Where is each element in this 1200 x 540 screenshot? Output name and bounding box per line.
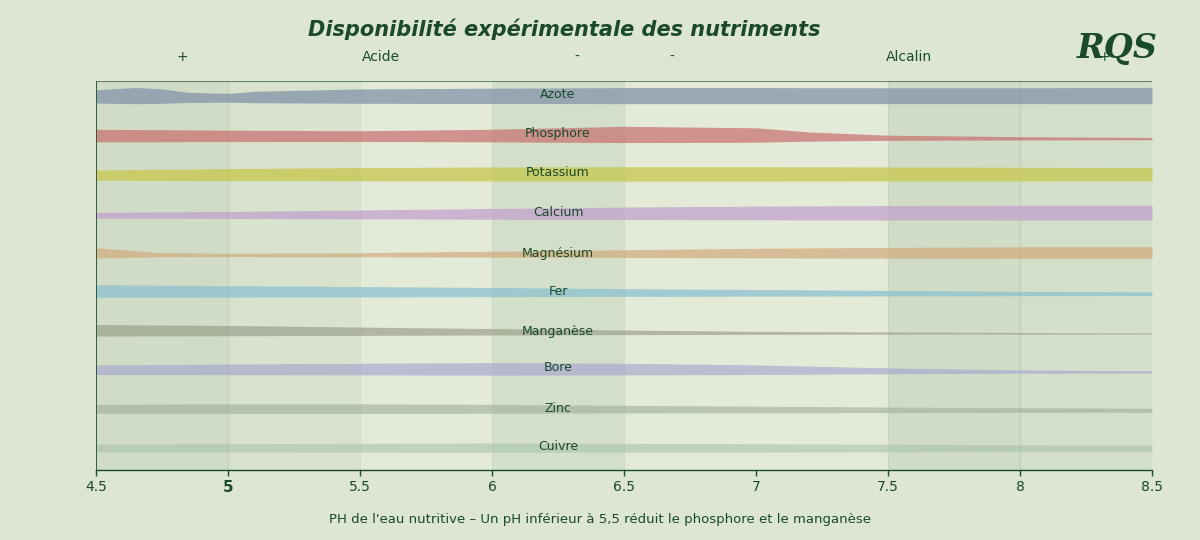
Text: Potassium: Potassium <box>526 166 590 179</box>
Text: Magnésium: Magnésium <box>522 247 594 260</box>
Text: +: + <box>176 50 188 64</box>
Text: Fer: Fer <box>548 285 568 298</box>
Text: Cuivre: Cuivre <box>538 440 578 453</box>
Bar <box>96 81 228 470</box>
Text: Calcium: Calcium <box>533 206 583 219</box>
Text: Disponibilité expérimentale des nutriments: Disponibilité expérimentale des nutrimen… <box>307 19 821 40</box>
Text: Alcalin: Alcalin <box>886 50 932 64</box>
Bar <box>492 81 624 470</box>
Text: Azote: Azote <box>540 87 576 100</box>
Bar <box>888 81 1020 470</box>
Text: PH de l'eau nutritive – Un pH inférieur à 5,5 réduit le phosphore et le manganès: PH de l'eau nutritive – Un pH inférieur … <box>329 514 871 526</box>
Text: Bore: Bore <box>544 361 572 374</box>
Text: -: - <box>670 50 674 64</box>
Text: RQS: RQS <box>1078 32 1158 65</box>
Text: Phosphore: Phosphore <box>526 127 590 140</box>
Text: Manganèse: Manganèse <box>522 325 594 338</box>
Bar <box>228 81 360 470</box>
Text: +: + <box>1099 50 1110 64</box>
Bar <box>1020 81 1152 470</box>
Text: -: - <box>574 50 578 64</box>
Text: Acide: Acide <box>362 50 400 64</box>
Text: Zinc: Zinc <box>545 402 571 415</box>
